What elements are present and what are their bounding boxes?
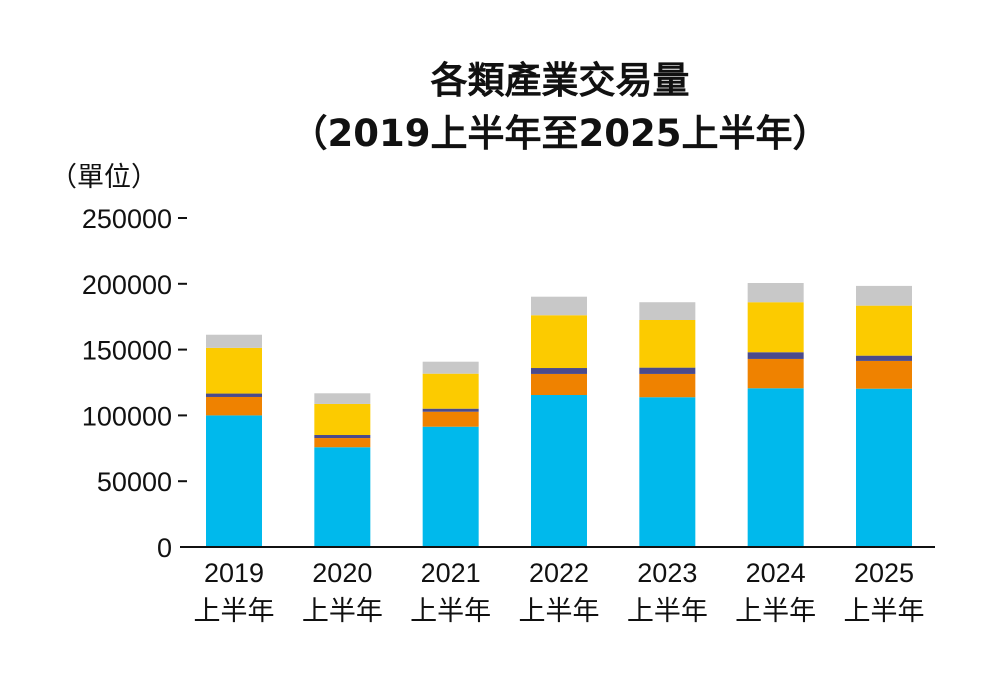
chart-subtitle: （2019上半年至2025上半年） — [291, 112, 830, 155]
bar-segment-1 — [531, 373, 587, 396]
bar-segment-2 — [747, 352, 804, 359]
y-tick-label: 150000 — [82, 336, 172, 366]
bar-segment-4 — [856, 285, 912, 306]
x-tick-label-period: 上半年 — [194, 596, 275, 626]
bar-stack-2025 — [856, 285, 912, 547]
bar-segment-2 — [856, 355, 912, 361]
bar-segment-1 — [314, 438, 371, 448]
bar-segment-2 — [639, 367, 696, 374]
bar-stack-2021 — [422, 361, 479, 547]
bar-segment-4 — [531, 296, 587, 316]
x-tick-label-year: 2025 — [854, 558, 914, 588]
bar-segment-1 — [422, 411, 479, 427]
y-tick-label: 100000 — [82, 401, 172, 431]
x-tick-label-period: 上半年 — [735, 596, 816, 626]
bar-segment-2 — [422, 408, 479, 412]
x-tick-label-period: 上半年 — [844, 596, 925, 626]
bar-segment-4 — [314, 393, 371, 404]
bar-segment-2 — [206, 393, 262, 397]
bar-segment-3 — [747, 302, 804, 353]
x-tick-label-period: 上半年 — [627, 596, 708, 626]
bar-segment-4 — [639, 302, 696, 320]
bar-stack-2022 — [531, 296, 587, 547]
bar-segment-4 — [747, 283, 804, 303]
bar-segment-0 — [206, 415, 262, 547]
bar-segment-0 — [422, 426, 479, 547]
bar-segment-3 — [314, 403, 371, 436]
bar-segment-0 — [314, 447, 371, 547]
chart-title: 各類產業交易量 — [431, 59, 690, 102]
x-tick-label-year: 2022 — [529, 558, 589, 588]
x-tick-label-year: 2019 — [204, 558, 264, 588]
bar-segment-0 — [856, 388, 912, 547]
bar-segment-0 — [639, 397, 696, 547]
bar-segment-4 — [422, 361, 479, 374]
bar-segment-3 — [531, 315, 587, 369]
bars — [206, 283, 912, 547]
y-axis: 0 50000 100000 150000 200000 250000 — [82, 204, 187, 563]
bar-segment-2 — [531, 368, 587, 374]
y-tick-label: 250000 — [82, 204, 172, 234]
x-tick-label-period: 上半年 — [410, 596, 491, 626]
bar-stack-2024 — [747, 283, 804, 547]
bar-stack-2023 — [639, 302, 696, 547]
bar-segment-3 — [856, 305, 912, 356]
bar-segment-1 — [747, 358, 804, 389]
bar-segment-1 — [206, 396, 262, 416]
x-tick-label-year: 2024 — [746, 558, 806, 588]
x-tick-label-period: 上半年 — [302, 596, 383, 626]
bar-segment-3 — [639, 319, 696, 368]
bar-stack-2019 — [206, 334, 262, 547]
bar-stack-2020 — [314, 393, 371, 547]
x-tick-label-year: 2020 — [312, 558, 372, 588]
bar-segment-4 — [206, 334, 262, 348]
bar-segment-0 — [531, 395, 587, 547]
x-tick-label-year: 2021 — [421, 558, 481, 588]
x-tick-label-period: 上半年 — [519, 596, 600, 626]
bar-segment-1 — [856, 360, 912, 389]
y-tick-label: 200000 — [82, 270, 172, 300]
y-tick-label: 50000 — [97, 467, 172, 497]
bar-segment-3 — [422, 373, 479, 409]
bar-segment-0 — [747, 388, 804, 547]
y-axis-unit-label: （單位） — [50, 162, 158, 193]
x-tick-label-year: 2023 — [637, 558, 697, 588]
bar-segment-2 — [314, 435, 371, 439]
bar-segment-1 — [639, 373, 696, 398]
y-tick-label: 0 — [157, 533, 172, 563]
bar-segment-3 — [206, 347, 262, 394]
x-axis: 2019 上半年 2020 上半年 2021 上半年 2022 上半年 2023 上半年 2024 上… — [194, 558, 925, 626]
